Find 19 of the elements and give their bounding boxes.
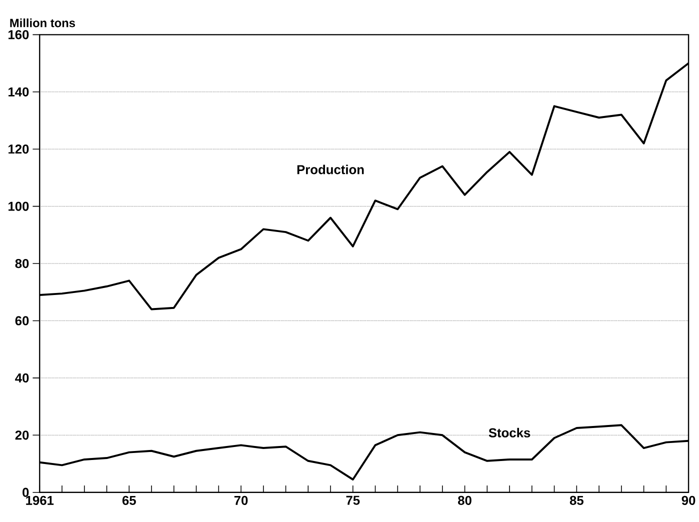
text: Production xyxy=(297,164,364,174)
x-tick-label: 85 xyxy=(570,496,584,505)
y-axis-title: Million tons xyxy=(10,18,75,28)
x-tick-label: 70 xyxy=(234,496,248,505)
y-tick-label: 100 xyxy=(8,202,29,211)
y-tick-label: 0 xyxy=(22,488,29,497)
y-tick-label: 40 xyxy=(15,373,29,382)
y-tick-label: 120 xyxy=(8,144,29,154)
x-tick-label: 80 xyxy=(458,496,472,505)
y-tick-label: 20 xyxy=(15,430,29,440)
y-tick-label: 60 xyxy=(15,316,29,326)
x-tick-label: 90 xyxy=(682,496,696,505)
y-tick-label: 160 xyxy=(8,30,29,40)
y-tick-label: 140 xyxy=(8,87,29,96)
x-tick-label: 1961 xyxy=(26,496,54,505)
x-tick-label: 65 xyxy=(122,496,136,505)
y-tick-label: 80 xyxy=(15,258,29,268)
x-tick-label: 75 xyxy=(346,496,360,505)
series-label: Stocks xyxy=(488,428,530,438)
